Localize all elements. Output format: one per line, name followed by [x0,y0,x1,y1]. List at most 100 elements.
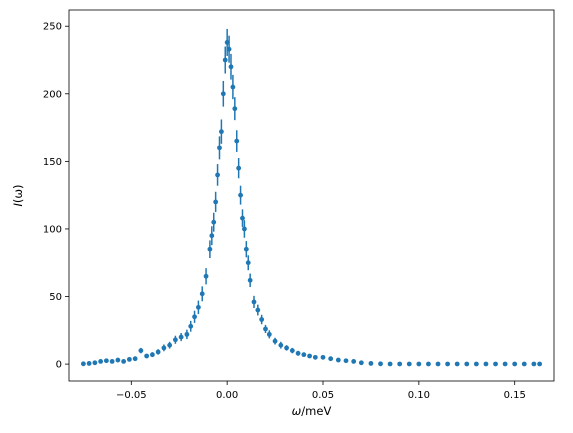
data-point [445,361,451,367]
x-axis-ticks: −0.05 0.00 0.05 0.10 0.15 [116,381,526,401]
data-point [328,356,334,362]
data-point [301,352,307,358]
y-axis-label-arg: (ω) [11,184,25,203]
data-point [537,361,543,367]
data-point [215,172,220,178]
x-tick-label: 0.00 [216,390,238,401]
data-point [454,361,460,367]
data-point [335,357,341,363]
data-point [531,361,537,367]
data-point [406,361,412,367]
y-tick-label: 250 [43,22,62,33]
x-tick-label: 0.10 [408,390,430,401]
data-point [320,354,326,360]
data-point [172,337,178,343]
data-point [387,361,393,367]
plot-frame [68,9,555,382]
data-point [512,361,518,367]
data-point [426,361,431,367]
data-point [493,361,498,367]
x-tick-label: 0.15 [504,390,526,401]
x-axis-label: ω/meV [292,404,332,418]
data-point [220,91,226,97]
data-point [266,331,272,337]
data-point [255,307,261,313]
x-tick-label: −0.05 [116,390,147,401]
data-point [295,350,301,356]
data-point [378,361,383,367]
data-point [263,326,268,332]
data-point [464,361,470,367]
data-point [144,353,150,359]
data-point [272,338,278,344]
data-point [416,361,422,367]
data-point [98,359,104,364]
data-point [80,361,86,367]
data-point [259,317,265,322]
data-point [240,215,245,221]
data-point [211,219,217,225]
data-point [207,246,213,252]
data-point [232,106,238,112]
data-point [358,360,364,366]
data-point [167,342,173,348]
x-tick-label: 0.05 [312,390,334,401]
data-point [213,199,219,205]
data-point [245,260,251,266]
data-point [115,357,121,363]
data-point [138,348,144,353]
data-point [247,277,253,283]
data-point [435,361,441,367]
data-point [178,334,184,340]
data-point [473,361,479,367]
y-tick-label: 50 [49,292,62,303]
y-axis-label-symbol: I [11,203,25,207]
y-axis-label: I(ω) [11,184,25,206]
data-point [289,348,295,353]
data-point [521,361,527,367]
data-point [149,352,155,358]
y-axis-ticks: 0 50 100 150 200 250 [43,22,69,371]
x-axis-label-symbol: ω [292,404,302,418]
data-point [502,361,508,367]
data-point [397,361,403,367]
data-point [226,46,232,52]
data-point [203,273,209,279]
data-point [483,361,489,367]
data-point [228,64,234,70]
data-point [284,345,289,351]
data-point [121,359,127,364]
data-point [86,361,92,366]
data-point [312,354,318,360]
data-point [368,361,374,366]
data-point [161,345,167,351]
data-point [230,84,236,90]
data-point [195,304,201,310]
data-point [242,226,247,232]
data-point [184,331,190,337]
data-point [238,192,243,198]
data-point [209,233,215,239]
data-point [192,314,197,320]
y-tick-label: 150 [43,157,62,168]
y-tick-label: 0 [56,360,62,371]
data-point [219,129,224,135]
data-point [307,353,312,359]
data-points [80,28,543,367]
data-point [343,358,349,364]
data-point [236,165,242,171]
data-point [188,323,194,329]
data-point [109,359,115,364]
y-tick-label: 100 [43,224,62,235]
data-point [126,356,132,362]
data-point [217,145,222,151]
data-point [351,359,357,364]
data-point [155,349,161,355]
data-point [92,360,98,366]
data-point [222,57,228,63]
data-point [132,356,138,362]
data-point [234,138,240,144]
data-point [199,291,205,297]
